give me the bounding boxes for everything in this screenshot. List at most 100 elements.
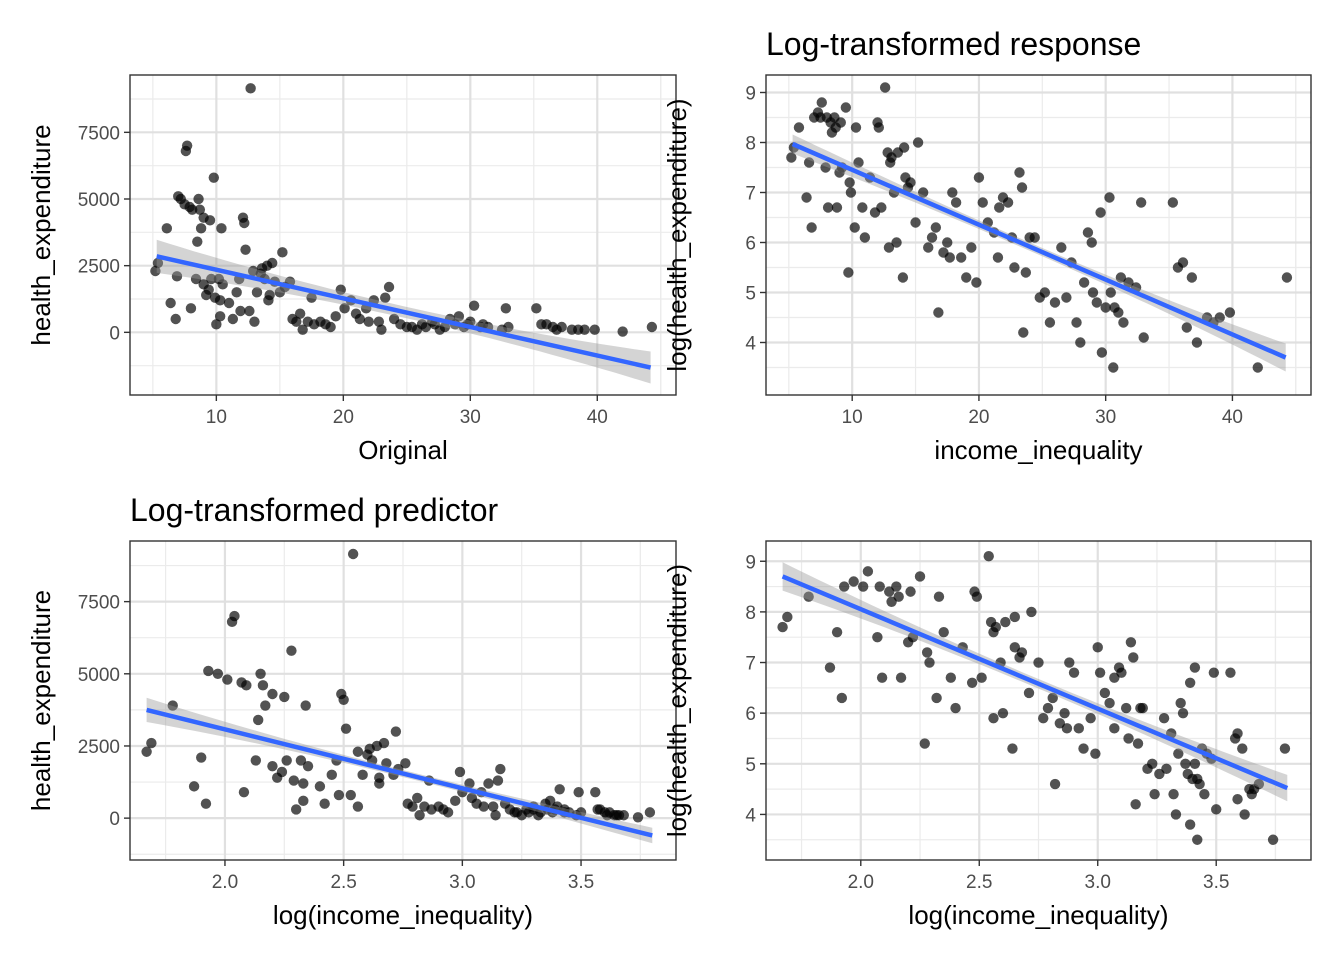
data-point bbox=[376, 324, 387, 335]
data-point bbox=[857, 202, 868, 213]
y-tick-label: 8 bbox=[745, 603, 756, 624]
data-point bbox=[193, 193, 204, 205]
data-point bbox=[250, 755, 262, 766]
data-point bbox=[1016, 182, 1028, 193]
data-point bbox=[500, 303, 512, 314]
data-point bbox=[973, 172, 985, 183]
data-point bbox=[357, 769, 368, 781]
data-point bbox=[905, 177, 916, 188]
data-point bbox=[618, 810, 629, 821]
data-point bbox=[373, 316, 385, 327]
data-point bbox=[288, 775, 299, 786]
data-point bbox=[203, 284, 214, 295]
x-tick-label: 2.5 bbox=[966, 872, 992, 893]
data-point bbox=[216, 223, 227, 234]
data-point bbox=[492, 775, 504, 786]
data-point bbox=[239, 217, 250, 229]
data-point bbox=[1039, 287, 1051, 298]
data-point bbox=[330, 311, 341, 322]
grid bbox=[766, 75, 1311, 395]
data-point bbox=[412, 792, 423, 804]
data-point bbox=[298, 795, 309, 807]
x-tick-label: 3.0 bbox=[1085, 872, 1111, 893]
data-point bbox=[1085, 713, 1096, 724]
data-point bbox=[942, 237, 953, 248]
grid bbox=[130, 541, 676, 860]
data-point bbox=[1123, 733, 1134, 744]
data-point bbox=[1078, 277, 1090, 288]
data-point bbox=[891, 237, 902, 248]
y-tick-label: 7 bbox=[745, 654, 756, 675]
data-point bbox=[1130, 799, 1141, 810]
data-point bbox=[1087, 287, 1099, 298]
data-point bbox=[873, 122, 885, 133]
data-point bbox=[1189, 758, 1201, 769]
x-tick-label: 3.5 bbox=[568, 872, 594, 893]
data-point bbox=[1002, 197, 1014, 208]
data-point bbox=[816, 97, 827, 108]
data-point bbox=[990, 621, 1002, 633]
data-point bbox=[212, 668, 224, 679]
x-tick-label: 20 bbox=[968, 407, 989, 428]
data-point bbox=[390, 726, 402, 737]
data-point bbox=[141, 746, 152, 757]
data-point bbox=[464, 778, 475, 789]
panel-title: Log-transformed response bbox=[766, 26, 1141, 62]
points bbox=[150, 83, 658, 337]
y-tick-label: 5 bbox=[745, 284, 756, 305]
y-tick-label: 7500 bbox=[78, 593, 120, 614]
data-point bbox=[1253, 778, 1265, 790]
data-point bbox=[414, 810, 425, 821]
panel-1: 10 20 30 40 0 2500 5000 7500 Original health_expe… bbox=[26, 74, 677, 465]
data-point bbox=[214, 295, 226, 306]
x-tick-label: 10 bbox=[842, 407, 863, 428]
data-point bbox=[853, 157, 864, 168]
y-tick-label: 5000 bbox=[78, 190, 120, 211]
data-point bbox=[195, 223, 207, 234]
y-axis-title: health_expenditure bbox=[26, 590, 56, 811]
data-point bbox=[1056, 242, 1067, 253]
data-point bbox=[267, 688, 278, 700]
data-point bbox=[1082, 227, 1094, 238]
data-point bbox=[276, 766, 288, 778]
data-point bbox=[824, 662, 836, 673]
data-point bbox=[1208, 667, 1220, 678]
y-axis-title: health_expenditure bbox=[26, 124, 56, 345]
data-point bbox=[453, 311, 465, 322]
data-point bbox=[181, 140, 193, 151]
data-point bbox=[1091, 297, 1103, 308]
data-point bbox=[1135, 197, 1147, 208]
data-point bbox=[211, 319, 222, 330]
data-point bbox=[442, 807, 454, 818]
data-point bbox=[859, 232, 871, 243]
data-point bbox=[240, 244, 251, 255]
data-point bbox=[831, 202, 843, 213]
data-point bbox=[1184, 819, 1196, 830]
x-tick-label: 40 bbox=[1222, 407, 1243, 428]
data-point bbox=[170, 313, 181, 325]
data-point bbox=[150, 265, 161, 277]
data-point bbox=[249, 316, 260, 327]
data-point bbox=[196, 752, 207, 763]
data-point bbox=[165, 297, 176, 309]
data-point bbox=[646, 321, 658, 333]
data-point bbox=[238, 786, 250, 798]
x-tick-label: 20 bbox=[333, 407, 354, 428]
data-point bbox=[531, 303, 542, 314]
data-point bbox=[1128, 652, 1139, 663]
data-point bbox=[1020, 267, 1032, 278]
data-point bbox=[204, 215, 216, 226]
panel-border bbox=[765, 74, 1312, 396]
data-point bbox=[255, 668, 266, 679]
data-point bbox=[1232, 728, 1243, 739]
data-point bbox=[1158, 713, 1170, 724]
data-point bbox=[1137, 702, 1148, 714]
data-point bbox=[352, 801, 364, 812]
data-point bbox=[921, 647, 933, 658]
data-point bbox=[966, 677, 978, 688]
y-tick-label: 5 bbox=[745, 755, 756, 776]
y-tick-label: 9 bbox=[745, 552, 756, 573]
data-point bbox=[333, 789, 345, 801]
data-point bbox=[231, 287, 242, 298]
